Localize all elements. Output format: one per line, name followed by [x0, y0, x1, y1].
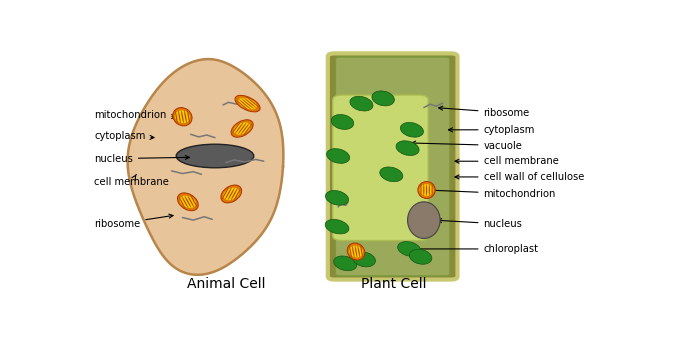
Ellipse shape — [352, 246, 354, 257]
Ellipse shape — [360, 245, 363, 257]
Ellipse shape — [327, 149, 350, 163]
Ellipse shape — [334, 256, 357, 271]
Text: Animal Cell: Animal Cell — [187, 277, 265, 291]
Ellipse shape — [238, 98, 257, 109]
Ellipse shape — [181, 110, 183, 123]
Ellipse shape — [185, 196, 191, 208]
Text: ribosome: ribosome — [94, 214, 173, 229]
Text: cell membrane: cell membrane — [94, 174, 169, 187]
Ellipse shape — [234, 189, 241, 201]
Text: Plant Cell: Plant Cell — [361, 277, 427, 291]
Text: cell membrane: cell membrane — [455, 156, 559, 166]
Ellipse shape — [326, 190, 349, 205]
Ellipse shape — [234, 122, 251, 135]
Ellipse shape — [239, 99, 251, 110]
Ellipse shape — [231, 120, 253, 137]
Ellipse shape — [355, 246, 357, 257]
Text: nucleus: nucleus — [94, 154, 189, 164]
Ellipse shape — [178, 197, 186, 208]
Ellipse shape — [178, 193, 198, 211]
Ellipse shape — [349, 245, 363, 257]
Ellipse shape — [190, 195, 197, 207]
Ellipse shape — [175, 111, 178, 123]
Ellipse shape — [246, 97, 259, 107]
Ellipse shape — [236, 100, 248, 110]
Polygon shape — [127, 59, 284, 275]
Ellipse shape — [181, 196, 188, 208]
Ellipse shape — [222, 187, 229, 199]
Ellipse shape — [235, 96, 260, 112]
Ellipse shape — [223, 188, 239, 200]
Text: mitochondrion: mitochondrion — [430, 188, 556, 199]
Ellipse shape — [187, 110, 190, 123]
FancyBboxPatch shape — [332, 95, 428, 241]
Ellipse shape — [358, 246, 360, 257]
Ellipse shape — [244, 98, 257, 108]
Ellipse shape — [426, 184, 427, 196]
Ellipse shape — [180, 195, 196, 208]
Ellipse shape — [184, 110, 187, 123]
Text: nucleus: nucleus — [438, 219, 522, 229]
Ellipse shape — [350, 96, 373, 111]
Ellipse shape — [347, 243, 365, 260]
Ellipse shape — [238, 123, 246, 134]
Text: chloroplast: chloroplast — [412, 244, 538, 254]
Ellipse shape — [407, 202, 440, 238]
Ellipse shape — [228, 188, 235, 200]
Ellipse shape — [431, 184, 433, 196]
FancyBboxPatch shape — [335, 57, 450, 276]
Ellipse shape — [241, 123, 249, 135]
Ellipse shape — [173, 107, 192, 126]
Ellipse shape — [178, 110, 181, 123]
Ellipse shape — [380, 167, 402, 182]
Text: mitochondrion: mitochondrion — [94, 110, 176, 120]
FancyBboxPatch shape — [328, 53, 458, 279]
Ellipse shape — [428, 184, 430, 196]
Ellipse shape — [398, 242, 421, 256]
Ellipse shape — [396, 141, 419, 155]
Ellipse shape — [410, 249, 432, 264]
Ellipse shape — [326, 219, 349, 234]
Text: cytoplasm: cytoplasm — [94, 131, 154, 141]
Ellipse shape — [331, 115, 354, 130]
Text: vacuole: vacuole — [412, 140, 522, 151]
Ellipse shape — [188, 195, 194, 207]
Ellipse shape — [349, 246, 351, 257]
Ellipse shape — [372, 91, 394, 106]
Ellipse shape — [419, 184, 433, 196]
Ellipse shape — [176, 144, 254, 168]
Ellipse shape — [234, 122, 244, 134]
Ellipse shape — [175, 110, 190, 123]
Text: ribosome: ribosome — [439, 106, 530, 118]
Ellipse shape — [232, 122, 241, 133]
Text: cytoplasm: cytoplasm — [449, 125, 535, 135]
Ellipse shape — [353, 252, 375, 267]
Text: cell wall of cellulose: cell wall of cellulose — [455, 172, 584, 182]
Ellipse shape — [225, 188, 232, 200]
Ellipse shape — [244, 124, 252, 135]
Ellipse shape — [221, 185, 241, 203]
Ellipse shape — [231, 188, 237, 200]
Ellipse shape — [418, 182, 435, 199]
Ellipse shape — [400, 122, 424, 137]
Ellipse shape — [241, 98, 254, 109]
